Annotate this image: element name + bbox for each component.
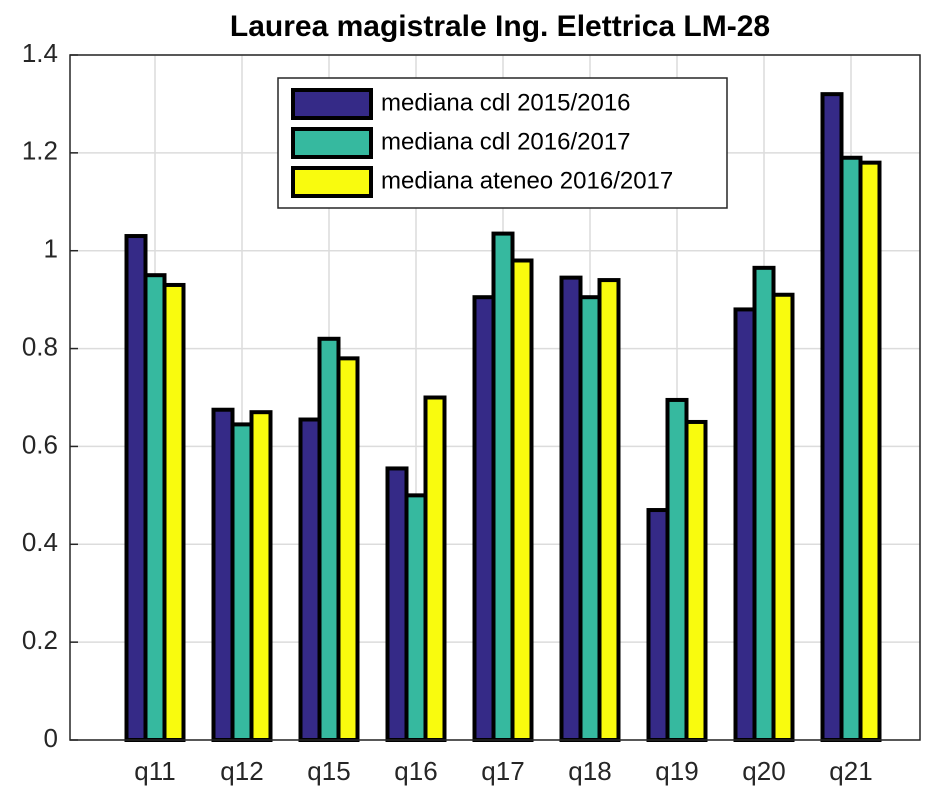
bar (858, 160, 882, 742)
bar (839, 155, 863, 742)
x-tick-label: q11 (134, 756, 175, 786)
bar (298, 417, 322, 742)
y-tick-label: 1.4 (22, 38, 58, 68)
y-tick-label: 1 (44, 234, 58, 264)
y-tick-label: 0.8 (22, 331, 58, 361)
bar (404, 493, 428, 742)
axes-box (69, 54, 921, 741)
legend-label: mediana cdl 2015/2016 (381, 89, 631, 116)
x-tick-label: q19 (655, 756, 698, 786)
legend-swatch (291, 88, 373, 120)
bar (510, 258, 534, 742)
bar (559, 275, 583, 742)
bar (143, 273, 167, 742)
x-tick-label: q16 (394, 756, 437, 786)
bar (230, 422, 254, 742)
bar (665, 397, 689, 742)
bar (771, 292, 795, 742)
y-tick-label: 0.2 (22, 625, 58, 655)
bar (472, 295, 496, 742)
bar (211, 407, 235, 742)
y-tick-label: 0.4 (22, 527, 58, 557)
bar (423, 395, 447, 742)
y-tick-label: 0 (44, 723, 58, 753)
bar (578, 295, 602, 742)
y-tick-label: 0.6 (22, 429, 58, 459)
bar (733, 307, 757, 742)
bar (385, 466, 409, 742)
x-tick-label: q18 (568, 756, 611, 786)
legend-swatch (291, 127, 373, 159)
bar (249, 410, 273, 742)
x-tick-label: q20 (742, 756, 785, 786)
bar (317, 336, 341, 742)
bar (491, 231, 515, 742)
chart-title: Laurea magistrale Ing. Elettrica LM-28 (230, 10, 770, 43)
x-tick-label: q21 (829, 756, 872, 786)
legend: mediana cdl 2015/2016 mediana cdl 2016/20… (277, 77, 728, 209)
bar (124, 234, 148, 743)
bar (752, 265, 776, 742)
y-tick-label: 1.2 (22, 136, 58, 166)
bar (646, 508, 670, 742)
x-tick-label: q12 (220, 756, 263, 786)
bar (597, 278, 621, 742)
x-tick-label: q17 (481, 756, 524, 786)
bar (820, 92, 844, 742)
bar (336, 356, 360, 742)
x-tick-label: q15 (307, 756, 350, 786)
legend-label: mediana cdl 2016/2017 (381, 128, 631, 155)
legend-label: mediana ateneo 2016/2017 (381, 167, 673, 194)
bar (162, 282, 186, 742)
legend-swatch (291, 166, 373, 198)
bar (684, 419, 708, 742)
